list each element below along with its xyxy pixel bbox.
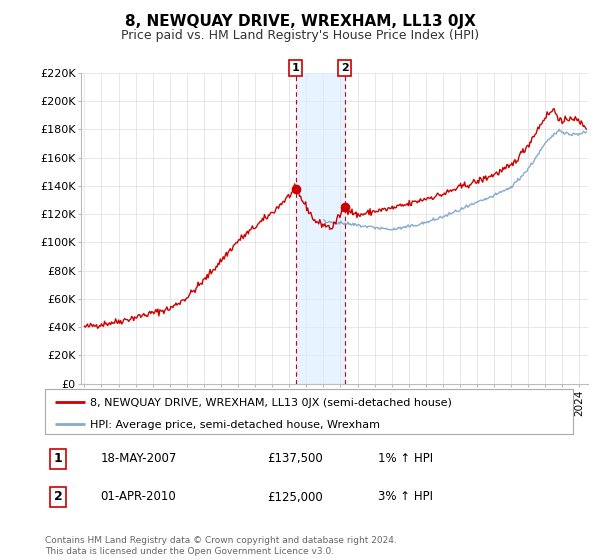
Text: 01-APR-2010: 01-APR-2010	[100, 491, 176, 503]
Text: HPI: Average price, semi-detached house, Wrexham: HPI: Average price, semi-detached house,…	[90, 420, 380, 430]
Text: 2: 2	[341, 63, 349, 73]
Text: £125,000: £125,000	[267, 491, 323, 503]
Text: £137,500: £137,500	[267, 452, 323, 465]
Bar	[296, 73, 345, 384]
Text: 1: 1	[54, 452, 62, 465]
Text: Price paid vs. HM Land Registry's House Price Index (HPI): Price paid vs. HM Land Registry's House …	[121, 29, 479, 42]
Text: 1% ↑ HPI: 1% ↑ HPI	[377, 452, 433, 465]
Text: Contains HM Land Registry data © Crown copyright and database right 2024.
This d: Contains HM Land Registry data © Crown c…	[45, 536, 397, 556]
Text: 8, NEWQUAY DRIVE, WREXHAM, LL13 0JX (semi-detached house): 8, NEWQUAY DRIVE, WREXHAM, LL13 0JX (sem…	[90, 398, 452, 408]
Text: 8, NEWQUAY DRIVE, WREXHAM, LL13 0JX: 8, NEWQUAY DRIVE, WREXHAM, LL13 0JX	[125, 14, 475, 29]
Text: 3% ↑ HPI: 3% ↑ HPI	[377, 491, 433, 503]
Text: 1: 1	[292, 63, 299, 73]
Text: 18-MAY-2007: 18-MAY-2007	[100, 452, 177, 465]
Text: 2: 2	[54, 491, 62, 503]
